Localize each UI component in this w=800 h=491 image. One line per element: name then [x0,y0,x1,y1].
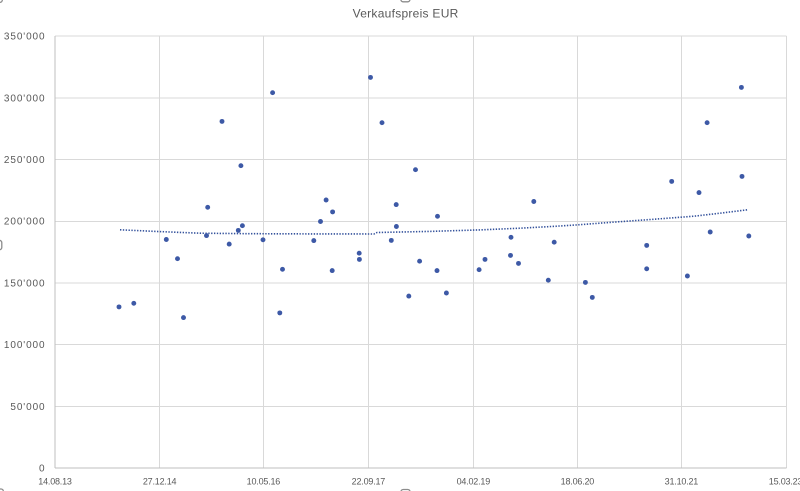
svg-text:18.06.20: 18.06.20 [561,476,595,486]
svg-text:27.12.14: 27.12.14 [143,476,177,486]
svg-text:350'000: 350'000 [4,32,46,43]
svg-text:31.10.21: 31.10.21 [665,476,699,486]
svg-text:200'000: 200'000 [4,217,46,228]
svg-text:0: 0 [39,464,45,475]
svg-text:15.03.23: 15.03.23 [769,476,800,486]
svg-text:300'000: 300'000 [4,93,46,104]
svg-text:50'000: 50'000 [10,402,45,413]
svg-text:14.08.13: 14.08.13 [38,476,72,486]
svg-text:150'000: 150'000 [4,278,46,289]
svg-text:04.02.19: 04.02.19 [457,476,491,486]
svg-text:10.05.16: 10.05.16 [247,476,281,486]
svg-text:250'000: 250'000 [4,155,46,166]
svg-text:100'000: 100'000 [4,340,46,351]
svg-text:22.09.17: 22.09.17 [352,476,386,486]
svg-text:Verkaufspreis EUR: Verkaufspreis EUR [353,7,459,21]
